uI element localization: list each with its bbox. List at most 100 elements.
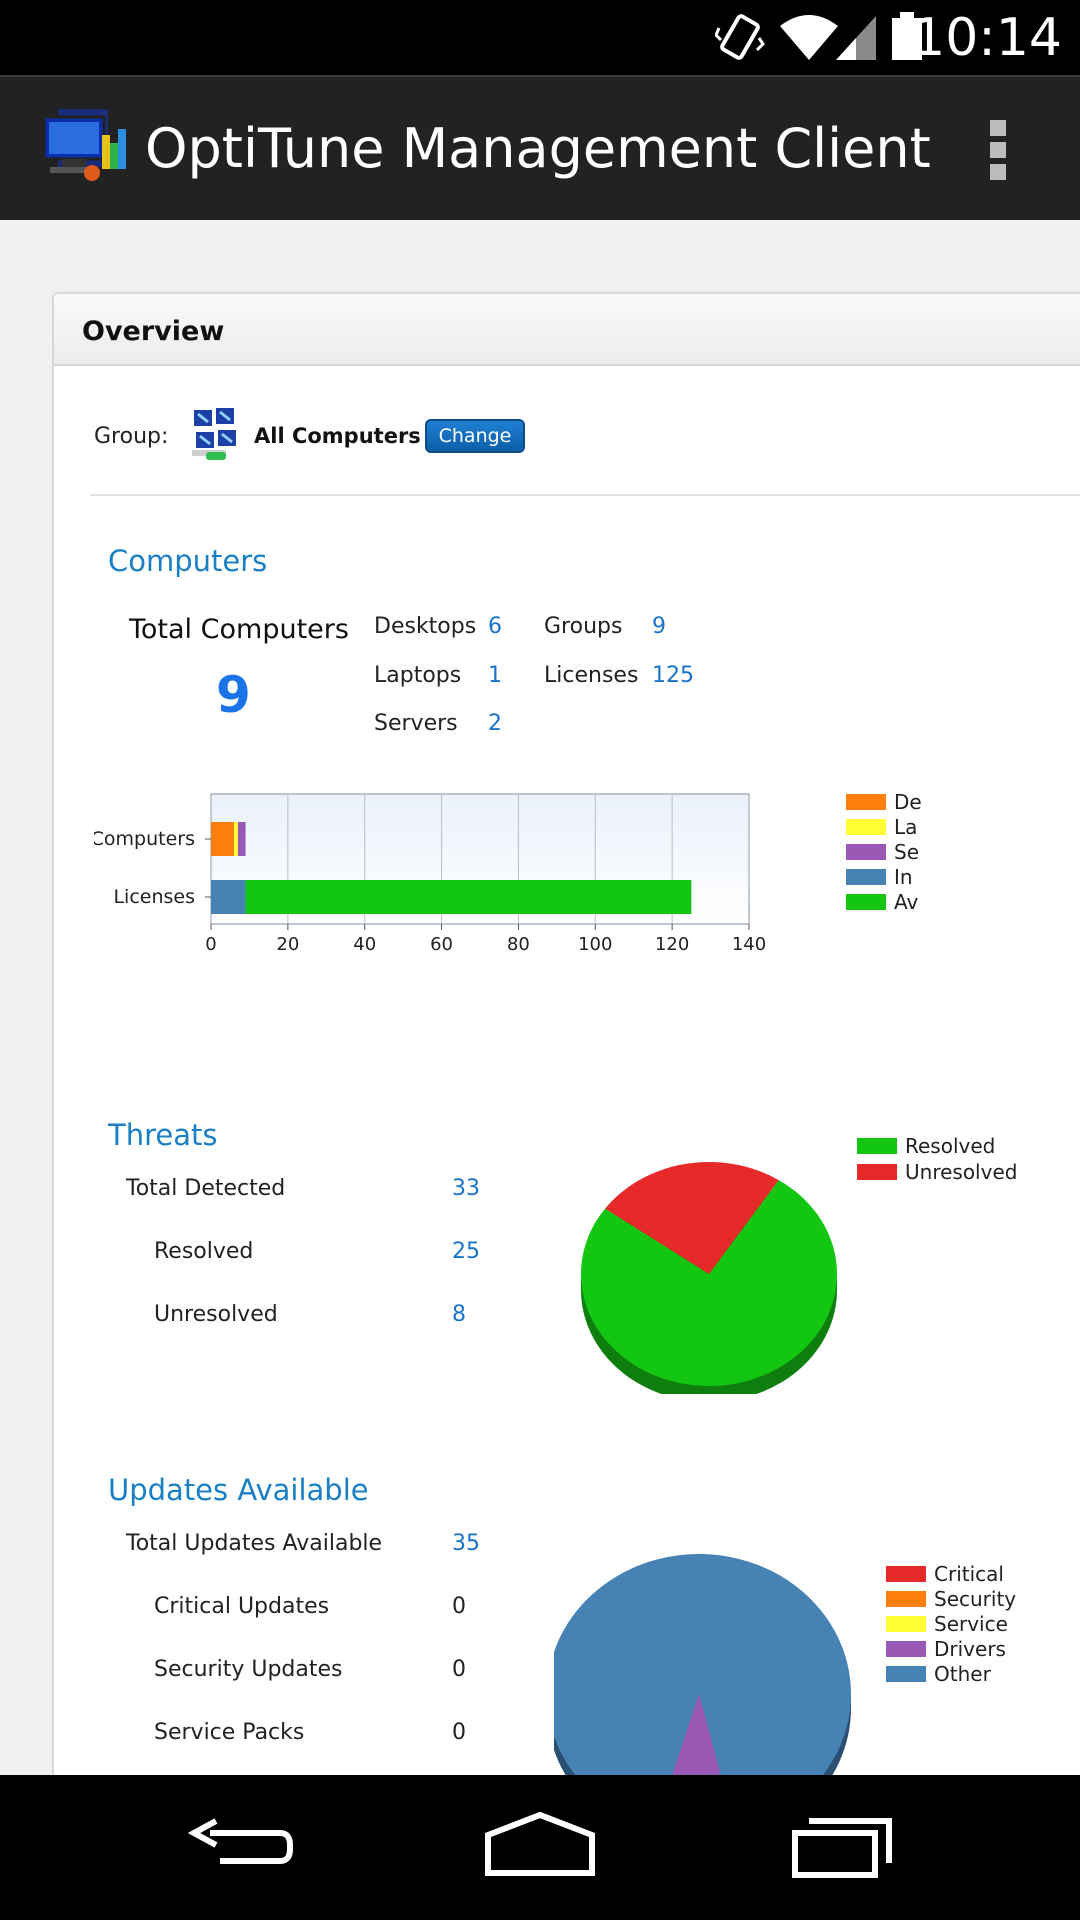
- updates-pie-slice: [554, 1554, 851, 1775]
- wifi-icon: [780, 15, 838, 60]
- legend-swatch: [857, 1164, 897, 1180]
- legend-label: Drivers: [934, 1637, 1006, 1661]
- legend-swatch: [886, 1566, 926, 1582]
- resolved-value: 25: [452, 1239, 480, 1264]
- legend-label: La: [894, 815, 917, 839]
- vibrate-icon: [715, 14, 765, 60]
- overview-header: Overview: [54, 294, 1080, 366]
- y-category-label: Licenses: [113, 886, 195, 908]
- status-time: 10:14: [912, 8, 1062, 68]
- group-name: All Computers: [254, 424, 421, 448]
- x-tick-label: 140: [732, 934, 766, 955]
- service-packs-value: 0: [452, 1720, 466, 1745]
- app-logo-icon: [42, 109, 126, 181]
- computers-licenses-bar-chart: 0 20 40 60 80 100 120 140 Computers Licenses DeLaS…: [94, 790, 922, 955]
- x-tick-label: 80: [507, 934, 530, 955]
- legend-label: In: [894, 865, 913, 889]
- unresolved-label: Unresolved: [154, 1302, 278, 1327]
- security-updates-label: Security Updates: [154, 1657, 343, 1682]
- legend-label: Other: [934, 1662, 992, 1686]
- legend-label: Resolved: [905, 1134, 995, 1158]
- overview-panel: Overview Group: All Computers Change Com…: [52, 292, 1080, 1775]
- navigation-bar: [0, 1775, 1080, 1920]
- x-tick-label: 100: [578, 934, 612, 955]
- threats-pie-slice: [605, 1162, 779, 1274]
- x-tick-label: 20: [276, 934, 299, 955]
- x-tick-label: 0: [205, 934, 216, 955]
- total-detected-value: 33: [452, 1176, 480, 1201]
- bar-segment: [234, 822, 238, 856]
- critical-updates-value: 0: [452, 1594, 466, 1619]
- critical-updates-label: Critical Updates: [154, 1594, 330, 1619]
- updates-pie-slice: [672, 1694, 721, 1775]
- cell-signal-icon: [836, 16, 876, 60]
- total-computers-value: 9: [216, 666, 251, 724]
- legend-swatch: [846, 819, 886, 835]
- legend-swatch: [886, 1591, 926, 1607]
- threats-section-title: Threats: [108, 1118, 218, 1152]
- legend-swatch: [886, 1641, 926, 1657]
- updates-section-title: Updates Available: [108, 1473, 369, 1507]
- x-tick-label: 40: [353, 934, 376, 955]
- bar-segment: [237, 822, 246, 856]
- total-detected-label: Total Detected: [126, 1176, 286, 1201]
- home-button-icon[interactable]: [480, 1805, 600, 1885]
- status-bar: 10:14: [0, 0, 1080, 75]
- overflow-dot-icon: [990, 142, 1006, 158]
- legend-swatch: [886, 1666, 926, 1682]
- legend-label: Service: [934, 1612, 1008, 1636]
- back-button-icon[interactable]: [180, 1805, 300, 1885]
- recent-apps-button-icon[interactable]: [785, 1805, 905, 1885]
- content-area: Overview Group: All Computers Change Com…: [0, 220, 1080, 1775]
- licenses-value: 125: [652, 663, 694, 688]
- legend-label: Av: [894, 890, 919, 914]
- laptops-label: Laptops: [374, 663, 462, 688]
- legend-swatch: [846, 844, 886, 860]
- servers-value: 2: [488, 711, 502, 736]
- threats-pie-slice: [581, 1180, 837, 1386]
- overflow-dot-icon: [990, 120, 1006, 136]
- computer-group-icon: [192, 408, 236, 460]
- x-tick-label: 120: [655, 934, 689, 955]
- legend-label: Unresolved: [905, 1160, 1017, 1184]
- app-title: OptiTune Management Client: [145, 117, 931, 180]
- change-group-button[interactable]: Change: [425, 419, 525, 453]
- legend-label: De: [894, 790, 922, 814]
- legend-swatch: [846, 894, 886, 910]
- total-computers-label: Total Computers: [129, 614, 349, 645]
- overflow-menu-button[interactable]: [970, 112, 1020, 187]
- x-tick-label: 60: [430, 934, 453, 955]
- legend-label: Se: [894, 840, 919, 864]
- bar-segment: [211, 880, 246, 914]
- bar-segment: [211, 822, 235, 856]
- security-updates-value: 0: [452, 1657, 466, 1682]
- overflow-dot-icon: [990, 164, 1006, 180]
- total-updates-label: Total Updates Available: [126, 1531, 383, 1556]
- desktops-value: 6: [488, 614, 502, 639]
- group-label: Group:: [94, 424, 169, 449]
- laptops-value: 1: [488, 663, 502, 688]
- resolved-label: Resolved: [154, 1239, 254, 1264]
- y-category-label: Computers: [94, 828, 195, 850]
- battery-icon: [892, 12, 922, 60]
- legend-swatch: [886, 1616, 926, 1632]
- total-updates-value: 35: [452, 1531, 480, 1556]
- legend-label: Security: [934, 1587, 1016, 1611]
- service-packs-label: Service Packs: [154, 1720, 305, 1745]
- licenses-label: Licenses: [544, 663, 639, 688]
- legend-swatch: [846, 869, 886, 885]
- groups-label: Groups: [544, 614, 623, 639]
- bar-segment: [245, 880, 692, 914]
- overview-title: Overview: [82, 316, 225, 347]
- unresolved-value: 8: [452, 1302, 466, 1327]
- computers-section-title: Computers: [108, 544, 268, 578]
- legend-swatch: [846, 794, 886, 810]
- desktops-label: Desktops: [374, 614, 477, 639]
- groups-value: 9: [652, 614, 666, 639]
- legend-label: Critical: [934, 1562, 1004, 1586]
- section-divider: [90, 494, 1080, 496]
- app-bar: OptiTune Management Client: [0, 75, 1080, 220]
- legend-swatch: [857, 1138, 897, 1154]
